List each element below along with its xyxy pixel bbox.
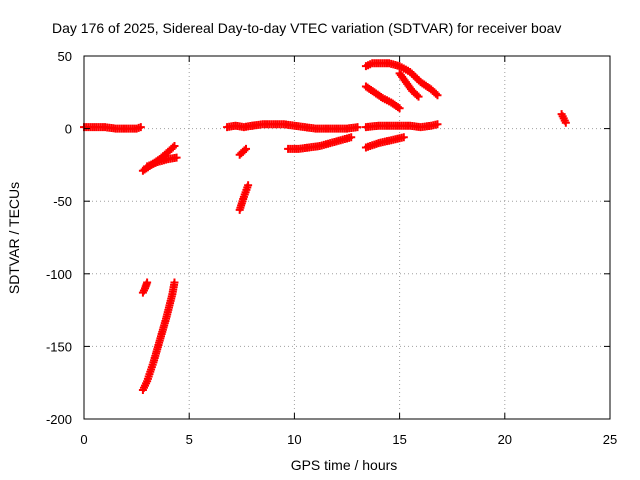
series-track-15	[361, 133, 408, 152]
x-tick-label: 15	[392, 432, 406, 447]
series-track-07	[235, 144, 251, 159]
y-tick-label: 0	[65, 122, 72, 137]
series-track-03	[143, 153, 181, 171]
data-point	[433, 120, 442, 129]
data-point	[353, 123, 362, 132]
series-track-11	[361, 59, 442, 100]
data-point	[395, 104, 404, 113]
data-point	[170, 142, 179, 151]
data-point	[414, 92, 423, 101]
y-tick-label: -150	[46, 339, 72, 354]
chart-title: Day 176 of 2025, Sidereal Day-to-day VTE…	[52, 20, 561, 36]
data-point	[172, 153, 181, 162]
series-track-08	[235, 181, 253, 214]
data-point	[136, 123, 145, 132]
series-track-09	[248, 120, 362, 133]
plot-frame	[83, 55, 611, 420]
tick-layer: 0 5 10 15 20 25 -200 -150 -100 -50 0 50	[46, 49, 617, 447]
y-axis-label: SDTVAR / TECUs	[6, 182, 22, 294]
data-point	[399, 133, 408, 142]
series-layer	[80, 59, 570, 394]
data-point	[242, 144, 251, 153]
data-point	[143, 278, 152, 287]
data-point	[168, 143, 177, 152]
data-point	[431, 89, 440, 98]
series-track-05	[138, 278, 179, 394]
x-tick-label: 5	[186, 432, 193, 447]
series-track-13	[395, 69, 423, 101]
y-tick-label: -50	[53, 194, 72, 209]
data-point	[240, 146, 249, 155]
y-tick-label: -200	[46, 412, 72, 427]
data-point	[347, 133, 356, 142]
series-track-01	[80, 123, 145, 133]
series-track-10	[284, 133, 356, 153]
series-track-14	[361, 120, 442, 132]
x-tick-label: 10	[287, 432, 301, 447]
data-point	[244, 181, 253, 190]
data-point	[170, 278, 179, 287]
y-tick-label: -100	[46, 267, 72, 282]
x-tick-label: 0	[80, 432, 87, 447]
series-track-12	[361, 82, 404, 113]
data-point	[561, 118, 570, 127]
data-point	[412, 91, 421, 100]
data-point	[433, 91, 442, 100]
y-tick-label: 50	[58, 49, 72, 64]
series-track-04	[138, 278, 152, 297]
x-tick-label: 25	[603, 432, 617, 447]
x-axis-label: GPS time / hours	[291, 457, 398, 473]
grid-layer	[84, 56, 610, 419]
series-track-16	[557, 110, 570, 127]
x-tick-label: 20	[498, 432, 512, 447]
